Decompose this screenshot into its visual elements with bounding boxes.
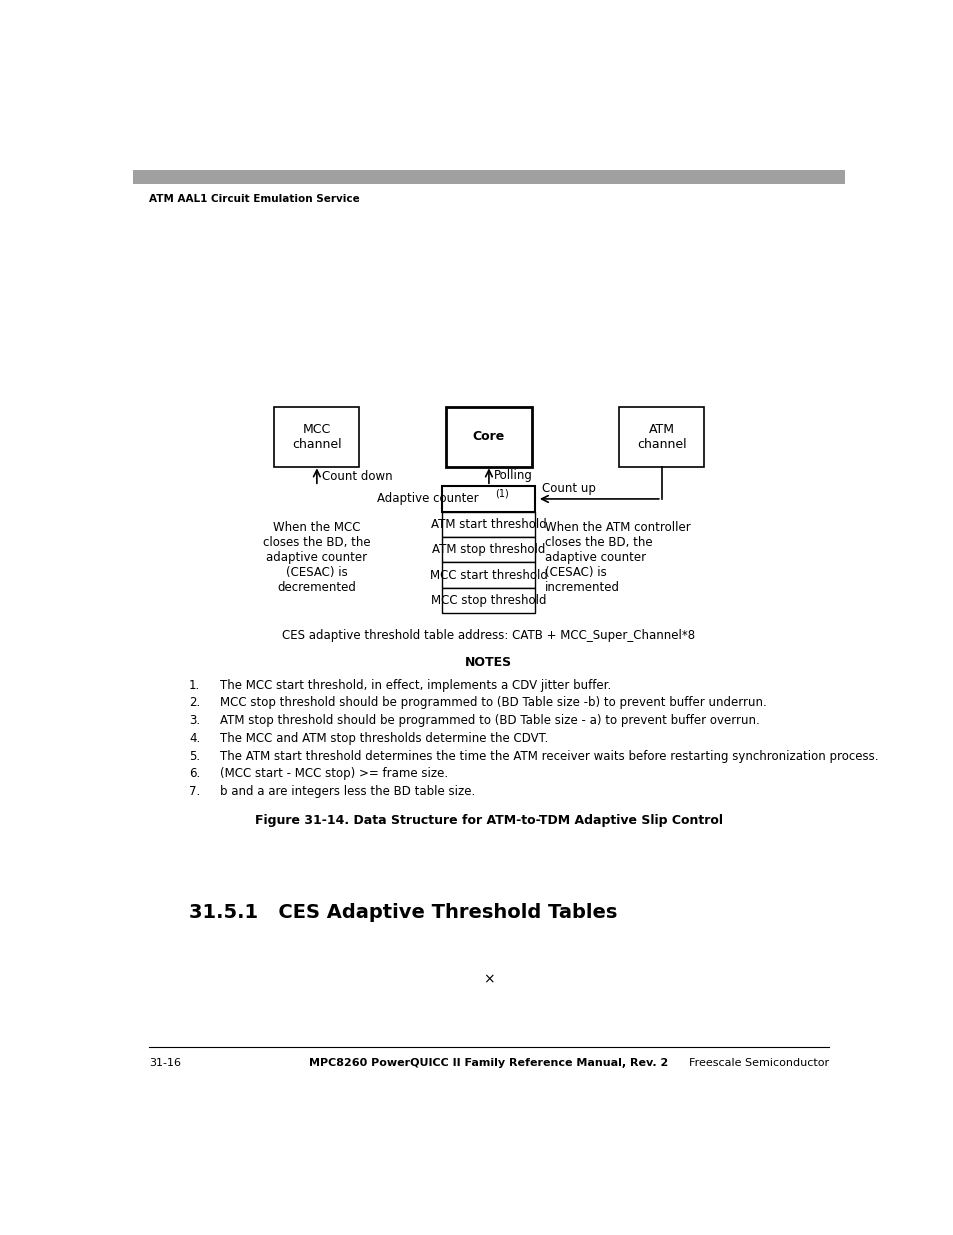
Text: MCC stop threshold: MCC stop threshold xyxy=(431,594,546,608)
Bar xyxy=(442,487,535,511)
Bar xyxy=(442,537,535,562)
Text: When the MCC
closes the BD, the
adaptive counter
(CESAC) is
decremented: When the MCC closes the BD, the adaptive… xyxy=(263,521,371,594)
Text: The ATM start threshold determines the time the ATM receiver waits before restar: The ATM start threshold determines the t… xyxy=(220,750,878,762)
Text: 2.: 2. xyxy=(189,697,200,709)
Text: Freescale Semiconductor: Freescale Semiconductor xyxy=(688,1058,828,1068)
Text: 5.: 5. xyxy=(189,750,200,762)
Text: Count up: Count up xyxy=(541,482,595,495)
Text: NOTES: NOTES xyxy=(465,656,512,668)
Text: Core: Core xyxy=(473,431,504,443)
Text: Polling: Polling xyxy=(493,469,532,483)
Text: ×: × xyxy=(482,973,495,987)
Bar xyxy=(133,169,843,184)
Text: (1): (1) xyxy=(495,489,508,499)
Text: 3.: 3. xyxy=(189,714,200,727)
Text: MPC8260 PowerQUICC II Family Reference Manual, Rev. 2: MPC8260 PowerQUICC II Family Reference M… xyxy=(309,1058,668,1068)
Text: MCC
channel: MCC channel xyxy=(292,422,341,451)
Text: CES adaptive threshold table address: CATB + MCC_Super_Channel*8: CES adaptive threshold table address: CA… xyxy=(282,629,695,642)
Bar xyxy=(446,406,531,467)
Text: Figure 31-14. Data Structure for ATM-to-TDM Adaptive Slip Control: Figure 31-14. Data Structure for ATM-to-… xyxy=(254,814,722,827)
Text: 6.: 6. xyxy=(189,767,200,781)
Text: MCC stop threshold should be programmed to (BD Table size -b) to prevent buffer : MCC stop threshold should be programmed … xyxy=(220,697,766,709)
Text: The MCC start threshold, in effect, implements a CDV jitter buffer.: The MCC start threshold, in effect, impl… xyxy=(220,679,611,692)
Text: Adaptive counter: Adaptive counter xyxy=(377,493,482,505)
Text: ATM start threshold: ATM start threshold xyxy=(431,517,546,531)
Bar xyxy=(442,562,535,588)
Text: (MCC start - MCC stop) >= frame size.: (MCC start - MCC stop) >= frame size. xyxy=(220,767,448,781)
Text: 31.5.1   CES Adaptive Threshold Tables: 31.5.1 CES Adaptive Threshold Tables xyxy=(189,903,617,921)
Text: The MCC and ATM stop thresholds determine the CDVT.: The MCC and ATM stop thresholds determin… xyxy=(220,732,548,745)
Bar xyxy=(274,406,359,467)
Text: 1.: 1. xyxy=(189,679,200,692)
Text: ATM AAL1 Circuit Emulation Service: ATM AAL1 Circuit Emulation Service xyxy=(149,194,359,204)
Bar xyxy=(442,588,535,614)
Text: ATM stop threshold should be programmed to (BD Table size - a) to prevent buffer: ATM stop threshold should be programmed … xyxy=(220,714,759,727)
Text: When the ATM controller
closes the BD, the
adaptive counter
(CESAC) is
increment: When the ATM controller closes the BD, t… xyxy=(544,521,690,594)
Text: ATM stop threshold: ATM stop threshold xyxy=(432,543,545,556)
Text: Count down: Count down xyxy=(321,471,392,483)
Bar xyxy=(618,406,703,467)
Text: 4.: 4. xyxy=(189,732,200,745)
Text: 31-16: 31-16 xyxy=(149,1058,180,1068)
Text: MCC start threshold: MCC start threshold xyxy=(430,568,547,582)
Text: ATM
channel: ATM channel xyxy=(637,422,686,451)
Text: b and a are integers less the BD table size.: b and a are integers less the BD table s… xyxy=(220,785,475,798)
Bar xyxy=(442,511,535,537)
Text: 7.: 7. xyxy=(189,785,200,798)
